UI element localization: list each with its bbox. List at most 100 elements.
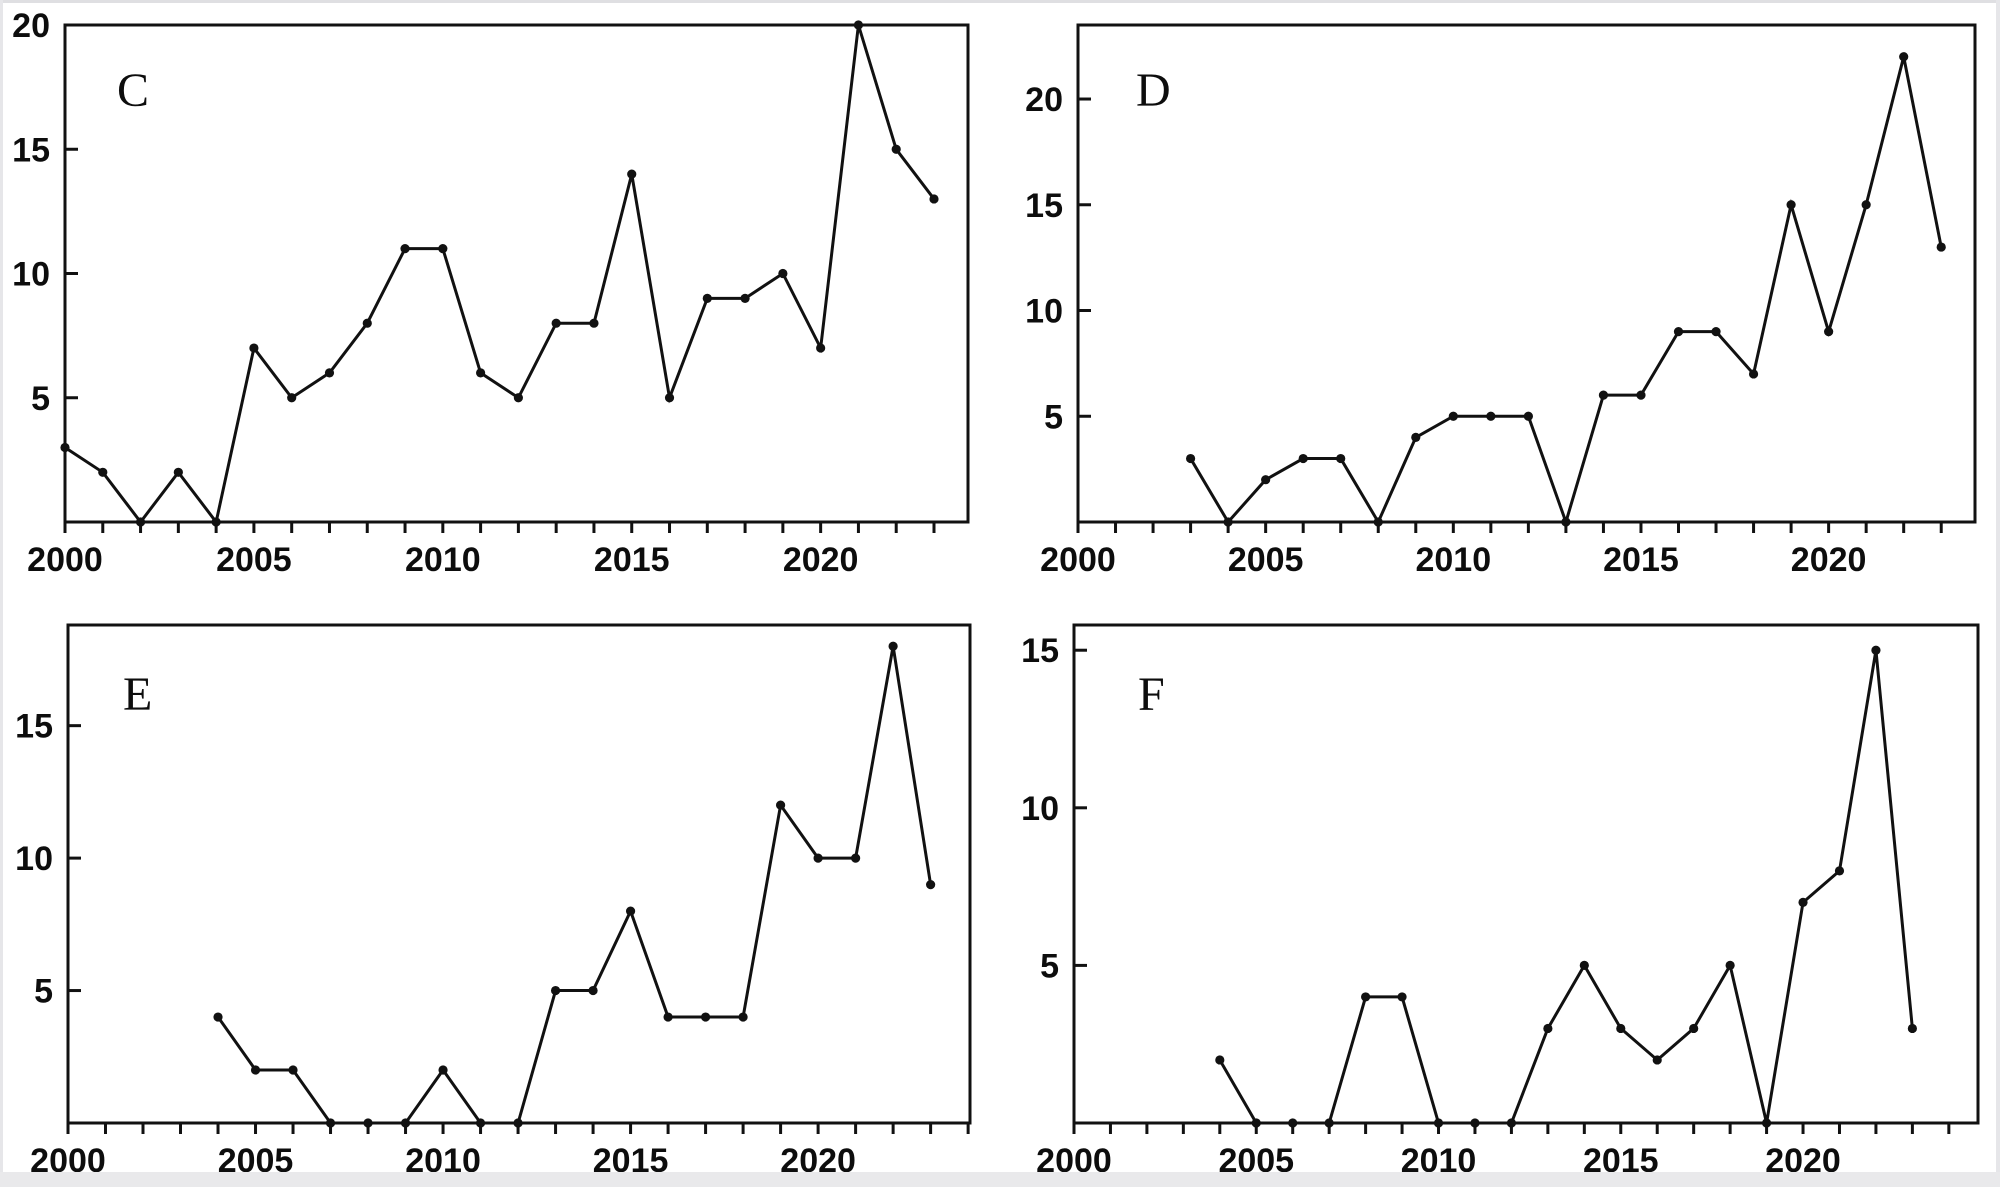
data-point	[213, 1012, 223, 1022]
panel-e: 2000 2005 2010 2015 2020 5 10 15 E	[0, 594, 1000, 1187]
data-point	[551, 318, 561, 328]
x-axis-tick-label: 2010	[405, 541, 481, 579]
scan-edge-left	[0, 0, 3, 1187]
data-point	[1288, 1118, 1298, 1128]
data-point	[1748, 369, 1759, 379]
data-point	[1324, 1118, 1334, 1128]
y-axis-tick-label: 5	[1040, 947, 1059, 985]
data-point	[816, 343, 826, 353]
data-point	[926, 879, 936, 890]
data-point	[1411, 432, 1421, 443]
plot-frame	[1072, 623, 1980, 1125]
data-point	[211, 517, 221, 527]
data-point	[778, 268, 788, 279]
data-point	[1689, 1023, 1699, 1034]
data-point	[1298, 453, 1308, 464]
data-point	[1861, 200, 1871, 210]
panel-d: 2000 2005 2010 2015 2020 5 10 15 20 D	[1000, 0, 2000, 594]
y-axis-tick-label: 10	[1025, 293, 1063, 331]
y-axis-tick-label: 5	[34, 973, 53, 1011]
data-point	[588, 985, 598, 996]
y-axis-tick-label: 15	[12, 131, 50, 169]
data-point	[663, 1012, 673, 1022]
panel-d-chart: 2000 2005 2010 2015 2020 5 10 15 20	[1025, 23, 1977, 579]
data-point	[1899, 52, 1909, 62]
data-point	[1786, 200, 1796, 210]
data-point	[362, 318, 372, 328]
data-point	[625, 906, 636, 916]
data-point	[1223, 517, 1233, 527]
data-point	[363, 1118, 373, 1128]
data-point	[1579, 960, 1589, 971]
data-point	[475, 1118, 486, 1128]
panel-e-letter: E	[123, 668, 153, 721]
data-point	[1261, 475, 1271, 485]
panel-f-letter: F	[1138, 668, 1165, 721]
data-point	[1824, 327, 1834, 337]
panel-c-chart: 2000 2005 2010 2015 2020 5 10 15 20	[12, 7, 970, 579]
data-point	[438, 1065, 448, 1075]
data-point	[1936, 242, 1946, 252]
data-point	[550, 985, 561, 996]
data-point	[700, 1012, 711, 1022]
data-point	[513, 393, 523, 403]
data-point	[664, 393, 675, 403]
data-point	[400, 1118, 411, 1128]
y-axis-tick-label: 15	[1021, 632, 1059, 670]
data-point	[1725, 960, 1735, 971]
x-axis-tick-label: 2020	[1791, 541, 1867, 579]
data-point	[325, 1118, 336, 1128]
data-point	[929, 194, 939, 204]
data-point	[853, 20, 864, 30]
data-point	[173, 467, 183, 477]
data-point	[1834, 866, 1845, 876]
data-point	[702, 293, 712, 303]
data-point	[400, 244, 410, 254]
data-point	[1652, 1055, 1662, 1065]
data-point	[1761, 1118, 1772, 1128]
y-axis-tick-label: 20	[1025, 81, 1063, 119]
data-point	[1798, 897, 1808, 907]
data-point	[1448, 411, 1458, 421]
data-point	[888, 641, 898, 651]
scan-edge-top	[0, 0, 2000, 3]
scan-edge-bottom	[0, 1172, 2000, 1187]
plot-frame	[1076, 23, 1977, 524]
data-point	[60, 442, 70, 453]
data-point	[1361, 992, 1371, 1002]
x-axis-tick-label: 2005	[1228, 541, 1304, 579]
y-axis-tick-label: 5	[1044, 398, 1063, 436]
data-point	[1215, 1055, 1225, 1065]
data-point	[1616, 1023, 1626, 1034]
data-line	[216, 645, 933, 1125]
data-point	[891, 144, 901, 154]
x-axis-tick-label: 2020	[783, 541, 859, 579]
data-point	[1185, 453, 1196, 464]
data-point	[775, 800, 786, 810]
y-axis-tick-label: 15	[15, 708, 53, 746]
data-point	[135, 517, 146, 527]
y-axis-tick-label: 10	[12, 256, 50, 294]
data-point	[513, 1118, 523, 1128]
panel-c: 2000 2005 2010 2015 2020 5 10 15 20 C	[0, 0, 1000, 594]
plot-frame	[66, 623, 972, 1125]
panel-d-letter: D	[1136, 64, 1171, 117]
scan-edge-right	[1996, 0, 2000, 1187]
data-point	[288, 1065, 298, 1075]
x-axis-tick-label: 2015	[1603, 541, 1679, 579]
data-line	[1218, 649, 1914, 1125]
x-axis-tick-label: 2000	[1040, 541, 1116, 579]
plot-frame	[63, 23, 970, 524]
panel-c-letter: C	[117, 64, 150, 117]
y-axis-tick-label: 15	[1025, 187, 1063, 225]
data-point	[1543, 1023, 1553, 1034]
y-axis-tick-label: 20	[12, 7, 50, 45]
data-point	[740, 293, 750, 303]
data-point	[627, 169, 637, 179]
data-point	[1711, 327, 1721, 337]
data-line	[1189, 56, 1943, 527]
data-point	[1561, 517, 1571, 527]
data-point	[1907, 1023, 1917, 1034]
data-point	[1506, 1118, 1517, 1128]
data-point	[1397, 992, 1407, 1002]
